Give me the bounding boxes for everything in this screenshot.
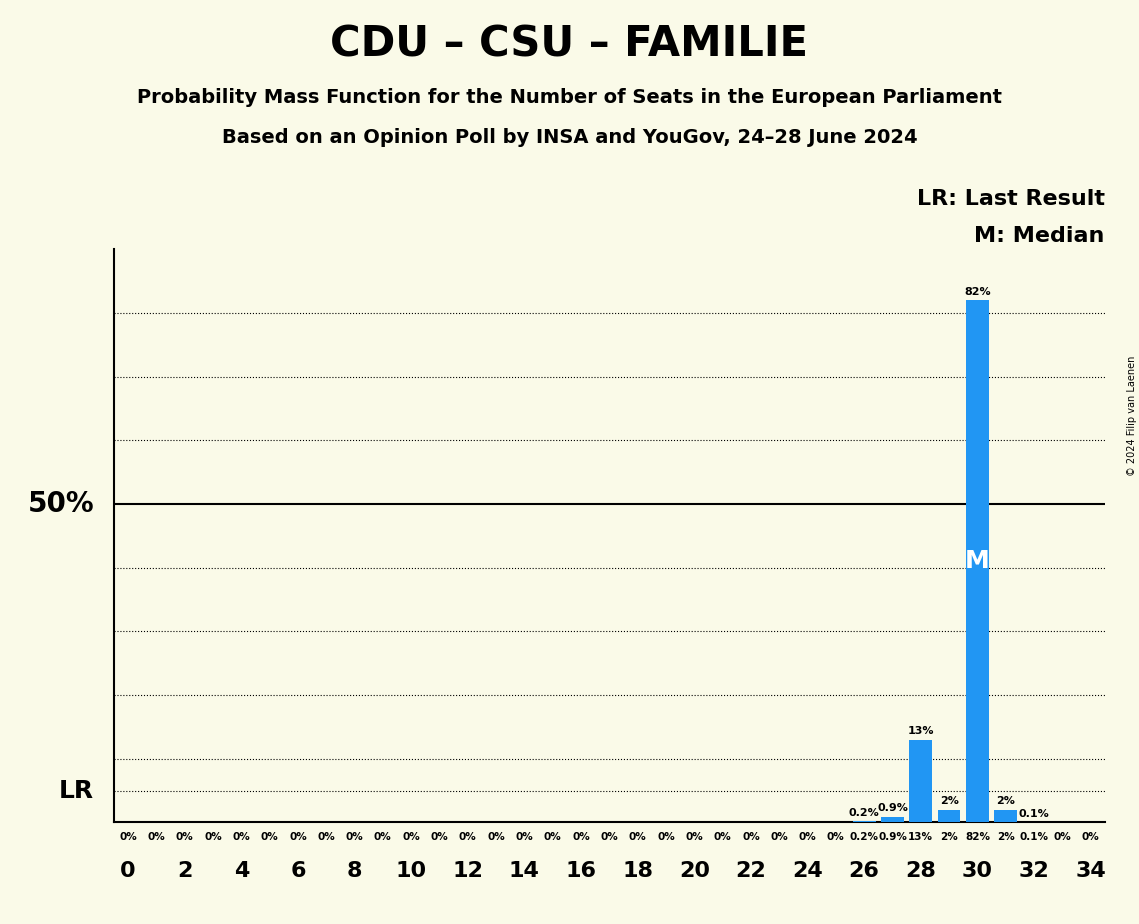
Bar	[909, 739, 932, 822]
Text: LR: LR	[59, 779, 95, 803]
Text: Based on an Opinion Poll by INSA and YouGov, 24–28 June 2024: Based on an Opinion Poll by INSA and You…	[222, 128, 917, 147]
Text: 0%: 0%	[120, 832, 137, 842]
Text: 0%: 0%	[827, 832, 845, 842]
Text: Probability Mass Function for the Number of Seats in the European Parliament: Probability Mass Function for the Number…	[137, 88, 1002, 107]
Text: 0%: 0%	[487, 832, 505, 842]
Text: 2%: 2%	[997, 796, 1015, 807]
Bar	[882, 817, 904, 822]
Text: © 2024 Filip van Laenen: © 2024 Filip van Laenen	[1126, 356, 1137, 476]
Text: 0%: 0%	[572, 832, 590, 842]
Text: 13%: 13%	[908, 726, 934, 736]
Text: M: Median: M: Median	[975, 226, 1105, 247]
Bar	[937, 809, 960, 822]
Text: 2%: 2%	[940, 796, 959, 807]
Text: 82%: 82%	[964, 287, 991, 298]
Text: 13%: 13%	[908, 832, 933, 842]
Text: 0%: 0%	[289, 832, 306, 842]
Text: 0%: 0%	[657, 832, 675, 842]
Text: 0%: 0%	[402, 832, 420, 842]
Text: LR: Last Result: LR: Last Result	[917, 189, 1105, 210]
Bar	[994, 809, 1017, 822]
Text: 2%: 2%	[997, 832, 1015, 842]
Text: 0%: 0%	[318, 832, 335, 842]
Text: 0%: 0%	[798, 832, 817, 842]
Text: 82%: 82%	[965, 832, 990, 842]
Text: 0.2%: 0.2%	[850, 832, 878, 842]
Text: 0%: 0%	[147, 832, 165, 842]
Bar	[853, 821, 876, 822]
Text: 0%: 0%	[175, 832, 194, 842]
Text: 0.1%: 0.1%	[1019, 832, 1049, 842]
Text: 0%: 0%	[232, 832, 251, 842]
Text: 0%: 0%	[261, 832, 279, 842]
Text: 0%: 0%	[600, 832, 618, 842]
Text: 0.9%: 0.9%	[878, 832, 907, 842]
Text: 0%: 0%	[686, 832, 703, 842]
Text: 0%: 0%	[543, 832, 562, 842]
Text: 0%: 0%	[741, 832, 760, 842]
Text: 0.9%: 0.9%	[877, 804, 908, 813]
Text: M: M	[965, 550, 990, 574]
Text: 0%: 0%	[345, 832, 363, 842]
Text: 0.2%: 0.2%	[849, 808, 879, 818]
Text: 0%: 0%	[770, 832, 788, 842]
Text: 0%: 0%	[1082, 832, 1099, 842]
Text: 0%: 0%	[1054, 832, 1072, 842]
Bar	[966, 300, 989, 822]
Text: 0%: 0%	[459, 832, 477, 842]
Text: 0%: 0%	[714, 832, 731, 842]
Text: 50%: 50%	[27, 490, 95, 518]
Text: 0%: 0%	[374, 832, 392, 842]
Text: 0%: 0%	[629, 832, 647, 842]
Text: 0%: 0%	[204, 832, 222, 842]
Text: CDU – CSU – FAMILIE: CDU – CSU – FAMILIE	[330, 23, 809, 65]
Text: 0%: 0%	[431, 832, 449, 842]
Text: 0%: 0%	[516, 832, 533, 842]
Text: 2%: 2%	[940, 832, 958, 842]
Text: 0.1%: 0.1%	[1018, 808, 1049, 819]
